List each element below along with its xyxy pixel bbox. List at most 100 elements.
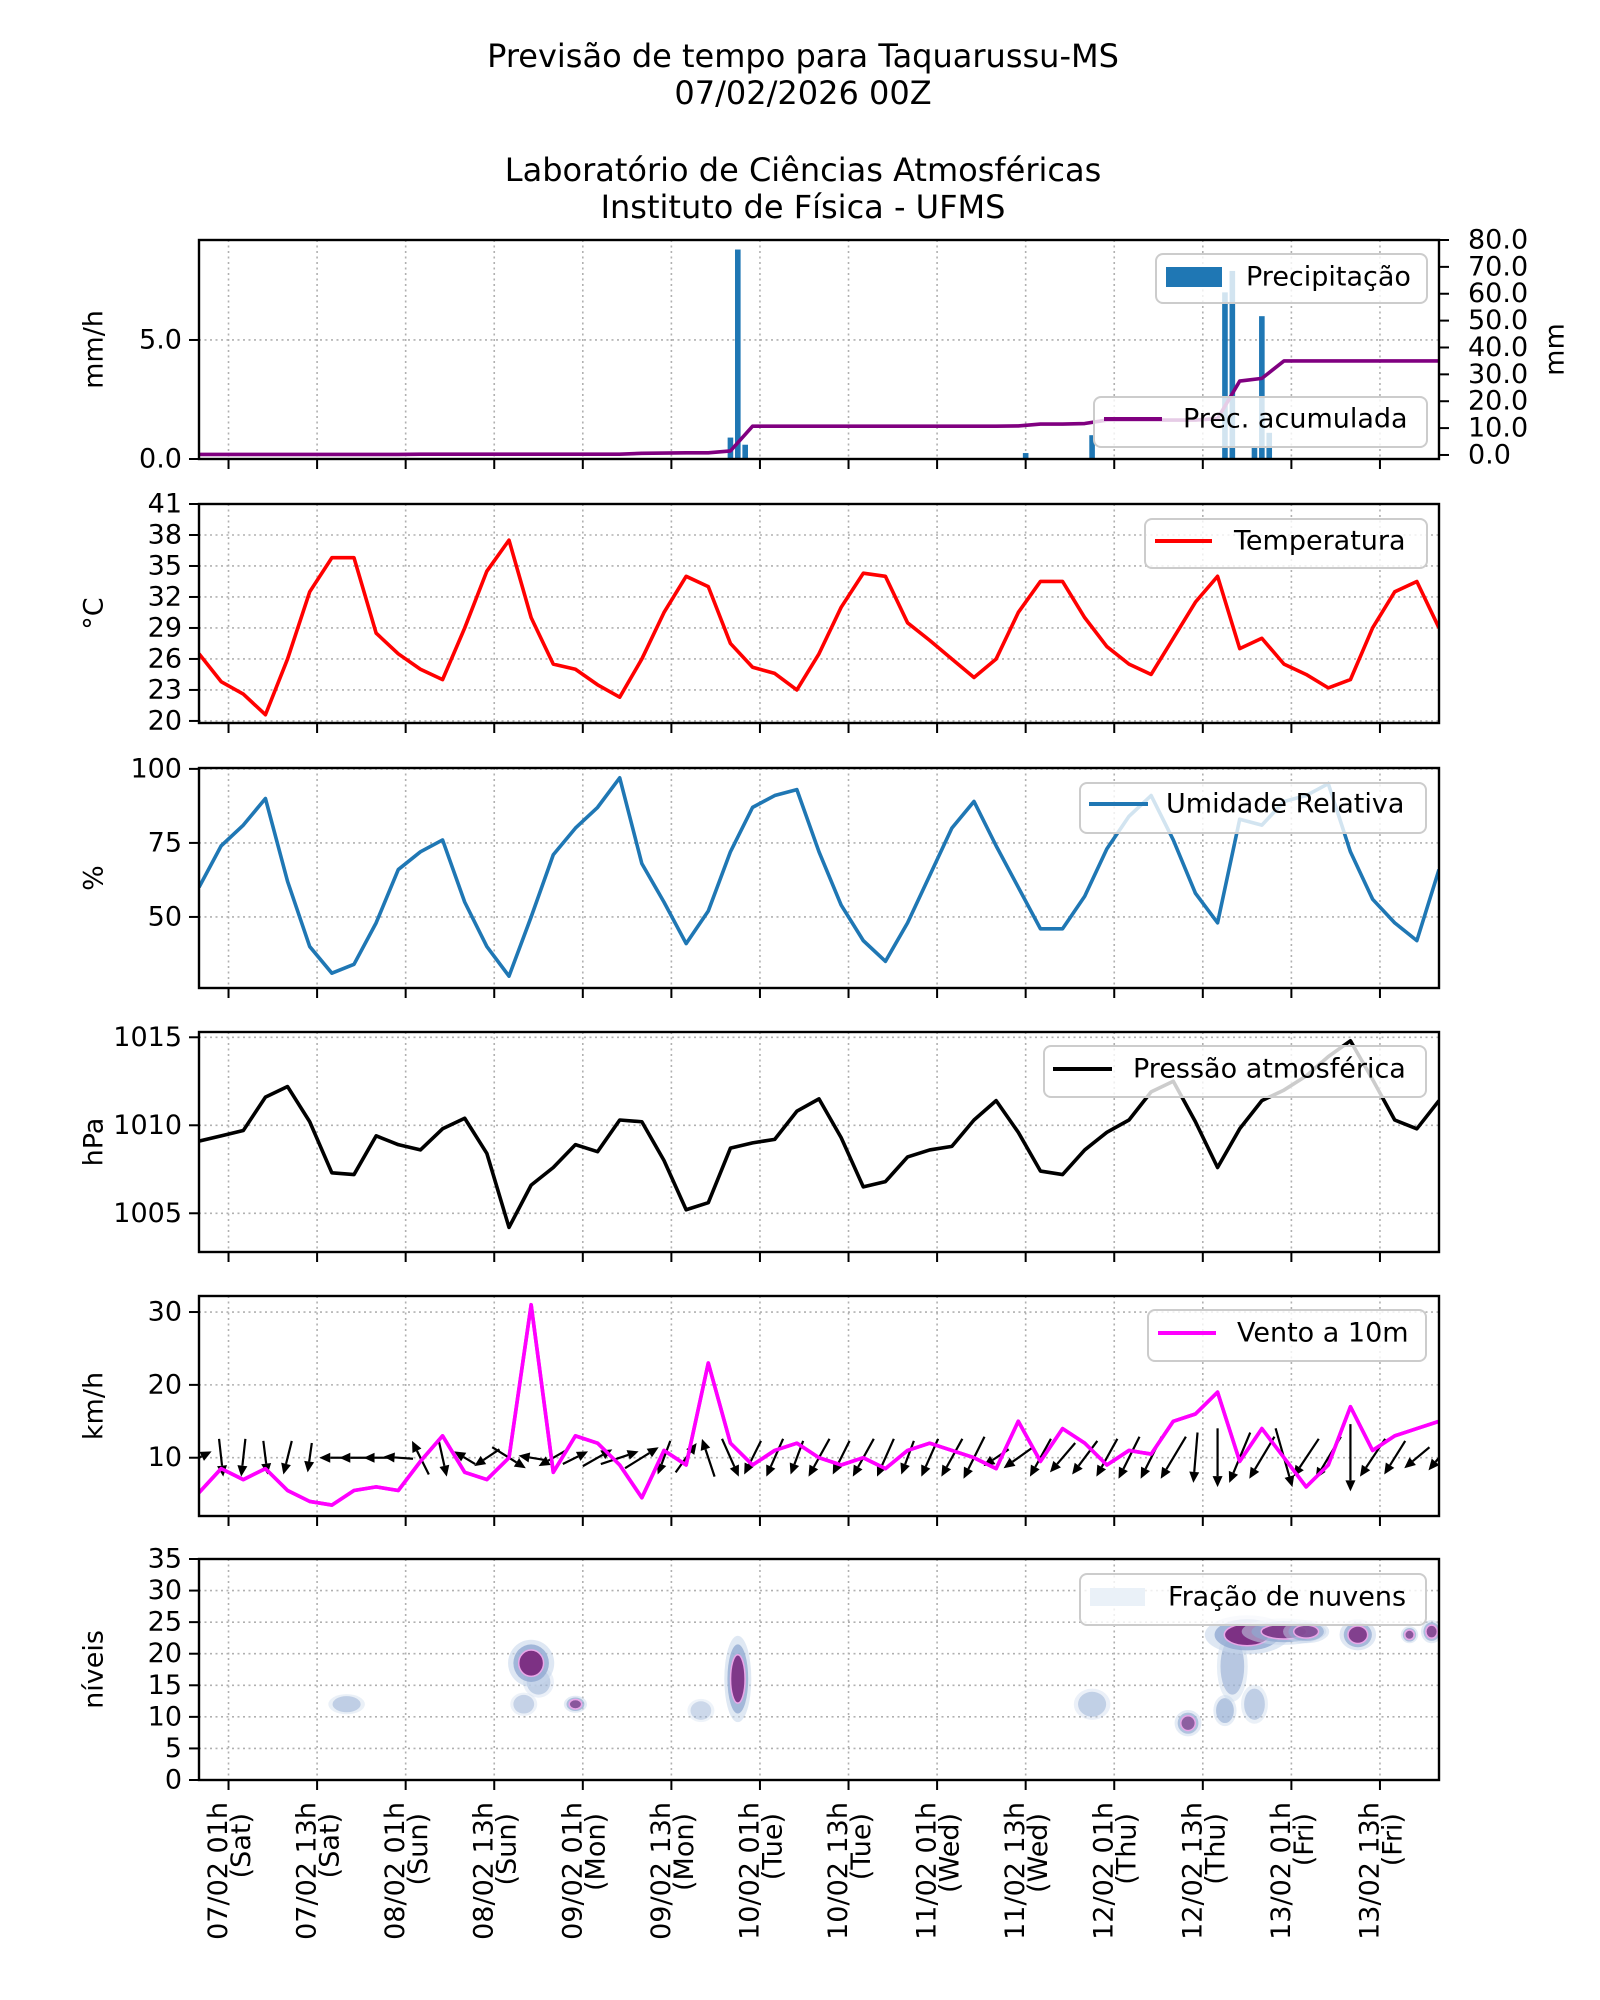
- wind-arrow: [281, 1440, 293, 1475]
- y-tick-label: 25: [148, 1607, 182, 1638]
- y2-tick-label: 70.0: [1468, 251, 1528, 282]
- wind-arrow-shaft: [582, 1453, 604, 1468]
- wind-arrow-head: [852, 1464, 863, 1477]
- cloud-cell: [687, 1698, 715, 1723]
- wind-arrow: [491, 1446, 526, 1469]
- cloud-contour-mid: [690, 1701, 712, 1720]
- wind-arrow: [1274, 1428, 1295, 1488]
- y2-axis-label: mm: [1540, 323, 1571, 376]
- wind-arrow-shaft: [904, 1440, 915, 1465]
- y-axis-label: °C: [79, 597, 110, 629]
- wind-arrow: [721, 1438, 739, 1477]
- wind-arrow-shaft: [284, 1440, 293, 1465]
- wind-arrow: [237, 1438, 248, 1477]
- wind-arrow-head: [1284, 1475, 1295, 1488]
- accum-precip-line: [199, 359, 1439, 457]
- y-axis-label: hPa: [79, 1118, 110, 1167]
- wind-arrow: [1003, 1446, 1034, 1469]
- y-tick-label: 32: [148, 581, 182, 612]
- legend-box: [1093, 396, 1428, 448]
- wind-arrow-head: [1428, 1458, 1439, 1471]
- wind-arrow: [766, 1438, 785, 1477]
- y-axis-label: mm/h: [79, 310, 110, 389]
- wind-arrow-shaft: [463, 1456, 476, 1465]
- cloud-contour-inner: [1425, 1624, 1439, 1639]
- x-tick-label: 12/02 01h: [1089, 1802, 1120, 1940]
- x-tick-day-label: (Sun): [403, 1813, 434, 1885]
- y2-tick-label: 20.0: [1468, 386, 1528, 417]
- wind-arrow-head: [900, 1462, 910, 1475]
- series-line: [199, 1039, 1439, 1230]
- panels: 0.010.020.030.040.050.060.070.080.0mm0.0…: [79, 225, 1571, 1796]
- wind-arrow: [1189, 1432, 1200, 1483]
- wind-arrow-head: [518, 1452, 531, 1463]
- y-tick-label: 50: [148, 901, 182, 932]
- wind-arrow-head: [1249, 1466, 1260, 1479]
- legend-box: [1147, 1309, 1427, 1362]
- cloud-contour-outer: [1073, 1688, 1111, 1720]
- wind-arrow: [518, 1452, 544, 1463]
- cloud-contour-mid: [513, 1694, 535, 1714]
- title-line-4: Instituto de Física - UFMS: [601, 188, 1006, 226]
- cloud-contour-outer: [1240, 1684, 1268, 1724]
- y-tick-label: 15: [148, 1670, 182, 1701]
- wind-arrow-head: [439, 1464, 450, 1477]
- wind-arrow-shaft: [769, 1438, 785, 1468]
- wind-arrow: [1049, 1442, 1077, 1473]
- y2-tick-label: 0.0: [1468, 439, 1511, 470]
- y-tick-label: 30: [148, 1575, 182, 1606]
- y-tick-label: 30: [148, 1297, 182, 1328]
- x-tick-day-label: (Thu): [1112, 1813, 1143, 1885]
- x-tick-day-label: (Thu): [1200, 1813, 1231, 1885]
- wind-arrow-shaft: [529, 1456, 544, 1461]
- cloud-contour-inner: [729, 1654, 746, 1704]
- cloud-cell: [1213, 1694, 1237, 1727]
- x-tick-day-label: (Mon): [580, 1813, 611, 1891]
- x-tick-day-label: (Sat): [315, 1813, 346, 1878]
- y-axis-label: km/h: [79, 1372, 110, 1440]
- wind-arrow-head: [1049, 1460, 1061, 1473]
- wind-arrow: [1118, 1436, 1141, 1479]
- axes-frame: [197, 766, 1441, 990]
- cloud-contour-outer: [328, 1694, 365, 1715]
- wind-speed-line: [199, 1302, 1439, 1507]
- y-tick-label: 100: [130, 753, 182, 784]
- y-axis-label: %: [79, 865, 110, 891]
- cloud-cell: [1421, 1619, 1439, 1644]
- cloud-cell: [1400, 1626, 1419, 1644]
- y-tick-label: 1005: [113, 1198, 182, 1229]
- wind-arrow: [1072, 1440, 1099, 1475]
- y-tick-label: 5: [165, 1733, 182, 1764]
- x-tick-label: 10/02 13h: [823, 1802, 854, 1940]
- x-tick-label: 08/02 01h: [380, 1802, 411, 1940]
- wind-arrow-shaft: [812, 1438, 831, 1468]
- cloud-cell: [1174, 1709, 1202, 1737]
- precip-bar: [1022, 453, 1029, 459]
- wind-arrow-head: [575, 1451, 589, 1461]
- legend-swatch: [1090, 1588, 1145, 1606]
- x-tick-label: 13/02 01h: [1266, 1802, 1297, 1940]
- x-tick-labels: 07/02 01h(Sat) 07/02 13h(Sat) 08/02 01h(Su…: [203, 1802, 1408, 1940]
- cloud-contour-inner: [568, 1698, 583, 1710]
- wind-arrow-head: [646, 1447, 659, 1458]
- wind-arrow: [1404, 1446, 1431, 1469]
- legend: Pressão atmosférica: [1043, 1045, 1427, 1098]
- legend: Fração de nuvens: [1079, 1573, 1427, 1626]
- x-tick-label: 10/02 01h: [734, 1802, 765, 1940]
- cloud-cell: [563, 1695, 588, 1713]
- y-tick-label: 35: [148, 550, 182, 581]
- wind-arrow: [832, 1440, 851, 1475]
- wind-arrow: [437, 1438, 450, 1477]
- legend-box: [1155, 253, 1428, 304]
- wind-arrow-shaft: [836, 1440, 851, 1466]
- x-tick-label: 07/02 01h: [203, 1802, 234, 1940]
- wind-arrow-head: [513, 1458, 526, 1469]
- wind-arrow-shaft: [241, 1438, 247, 1466]
- x-tick-day-label: (Sat): [226, 1813, 257, 1878]
- wind-arrow-head: [941, 1464, 952, 1477]
- x-tick-day-label: (Wed): [935, 1813, 966, 1893]
- cloud-contour-mid: [1078, 1691, 1107, 1717]
- x-tick-day-label: (Tue): [846, 1813, 877, 1880]
